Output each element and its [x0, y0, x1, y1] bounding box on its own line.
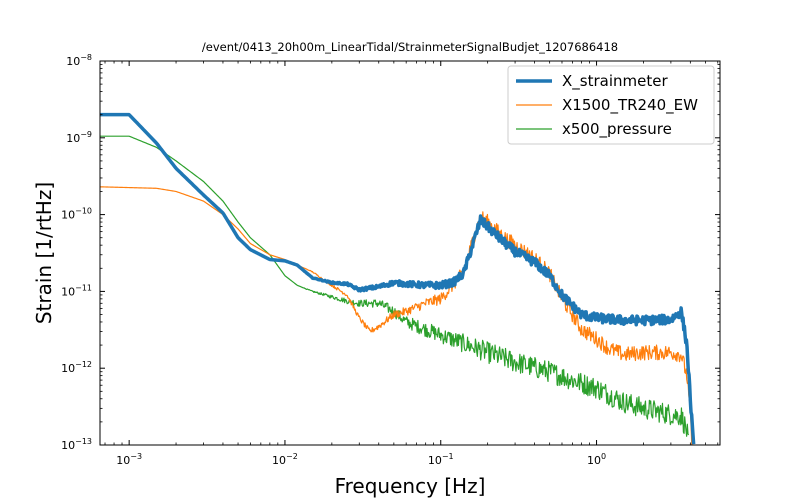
x-axis-label: Frequency [Hz] — [335, 474, 486, 498]
series-layer — [100, 112, 696, 445]
legend: X_strainmeter X1500_TR240_EW x500_pressu… — [507, 65, 715, 145]
series-line-x-strainmeter — [100, 112, 696, 445]
y-tick-label: 10−8 — [66, 53, 92, 68]
x-tick-label: 100 — [587, 452, 606, 467]
plot-frame — [99, 60, 721, 446]
chart-title: /event/0413_20h00m_LinearTidal/Strainmet… — [202, 40, 618, 54]
y-tick-label: 10−9 — [66, 130, 92, 145]
x-tick-label: 10−3 — [116, 452, 142, 467]
legend-label-x500-pressure: x500_pressure — [562, 120, 672, 139]
series-line-x1500-tr240-ew — [100, 186, 693, 445]
legend-label-x-strainmeter: X_strainmeter — [562, 72, 668, 91]
x-tick-label: 10−2 — [272, 452, 298, 467]
legend-label-x1500-tr240-ew: X1500_TR240_EW — [562, 96, 698, 115]
y-tick-label: 10−13 — [61, 437, 92, 452]
legend-box — [507, 65, 715, 145]
y-tick-label: 10−10 — [61, 207, 92, 222]
x-tick-label: 10−1 — [428, 452, 454, 467]
y-tick-label: 10−12 — [61, 360, 92, 375]
y-axis-label: Strain [1/rtHz] — [32, 182, 56, 324]
y-tick-label: 10−11 — [61, 283, 92, 298]
tick-layer: 10−3 10−2 10−1 100 10−13 10−12 10−11 10−10 10−9 1… — [61, 53, 720, 467]
